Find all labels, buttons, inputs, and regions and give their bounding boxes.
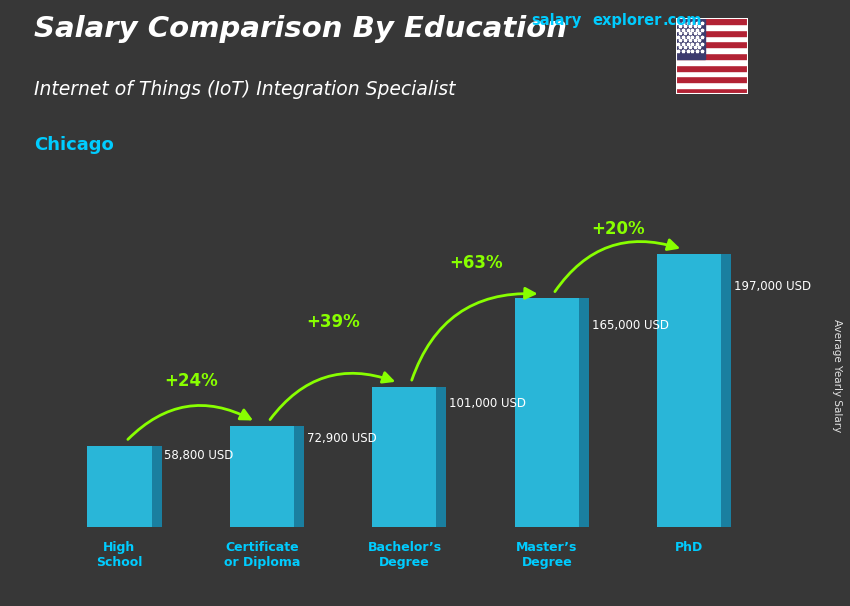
Text: Chicago: Chicago — [34, 136, 114, 155]
Bar — [676, 18, 748, 94]
Bar — [676, 59, 748, 65]
Text: +24%: +24% — [164, 373, 218, 390]
Text: .com: .com — [662, 13, 701, 28]
Text: Internet of Things (IoT) Integration Specialist: Internet of Things (IoT) Integration Spe… — [34, 80, 456, 99]
Bar — [676, 24, 748, 30]
Polygon shape — [579, 298, 589, 527]
Bar — [230, 426, 294, 527]
Bar — [657, 254, 722, 527]
Bar — [676, 76, 748, 82]
Text: +20%: +20% — [592, 219, 645, 238]
Bar — [676, 65, 748, 71]
Bar — [676, 18, 705, 59]
Bar — [676, 30, 748, 36]
Text: explorer: explorer — [592, 13, 662, 28]
Text: +63%: +63% — [449, 255, 502, 272]
Bar — [676, 36, 748, 41]
Bar — [676, 82, 748, 88]
Text: 101,000 USD: 101,000 USD — [450, 398, 526, 410]
Polygon shape — [151, 445, 162, 527]
Text: +39%: +39% — [306, 313, 360, 331]
Polygon shape — [722, 254, 731, 527]
Text: Average Yearly Salary: Average Yearly Salary — [832, 319, 842, 432]
Bar — [676, 47, 748, 53]
Bar — [676, 71, 748, 76]
Text: salary: salary — [531, 13, 581, 28]
Text: Salary Comparison By Education: Salary Comparison By Education — [34, 15, 567, 43]
Bar — [676, 18, 748, 24]
Polygon shape — [437, 387, 446, 527]
Text: 72,900 USD: 72,900 USD — [307, 431, 377, 445]
Text: 165,000 USD: 165,000 USD — [592, 319, 669, 332]
Bar — [676, 88, 748, 94]
Bar — [515, 298, 579, 527]
Text: 197,000 USD: 197,000 USD — [734, 280, 812, 293]
Bar — [88, 445, 151, 527]
Polygon shape — [294, 426, 304, 527]
Bar — [676, 53, 748, 59]
Text: 58,800 USD: 58,800 USD — [164, 449, 234, 462]
Bar — [676, 41, 748, 47]
Bar — [372, 387, 437, 527]
